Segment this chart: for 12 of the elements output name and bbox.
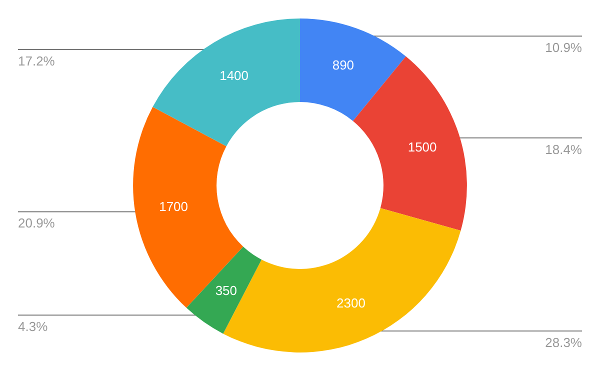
data-label: 350 — [215, 282, 238, 298]
text: 10.9% — [545, 40, 582, 56]
text: 4.3% — [18, 319, 48, 334]
data-label: 1700 — [159, 199, 188, 214]
text: 17.2% — [18, 53, 56, 68]
data-label: 890 — [332, 57, 354, 72]
data-label: 1500 — [408, 140, 437, 155]
text: 18.4% — [545, 142, 582, 157]
data-label: 1400 — [220, 68, 249, 84]
data-label: 2300 — [336, 296, 366, 311]
text: 28.3% — [545, 335, 582, 350]
text: 20.9% — [18, 216, 56, 231]
